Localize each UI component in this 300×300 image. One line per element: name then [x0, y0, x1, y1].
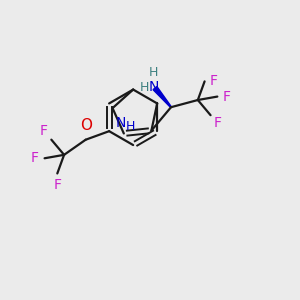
Text: N: N — [149, 80, 159, 94]
Text: F: F — [53, 178, 61, 192]
Text: F: F — [210, 74, 218, 88]
Text: O: O — [80, 118, 92, 133]
Text: N: N — [116, 116, 126, 130]
Text: F: F — [222, 90, 230, 104]
Text: F: F — [39, 124, 47, 138]
Text: H: H — [125, 120, 135, 133]
Text: F: F — [31, 151, 39, 165]
Polygon shape — [153, 86, 171, 107]
Text: F: F — [214, 116, 221, 130]
Text: H: H — [140, 81, 149, 94]
Text: H: H — [148, 66, 158, 79]
